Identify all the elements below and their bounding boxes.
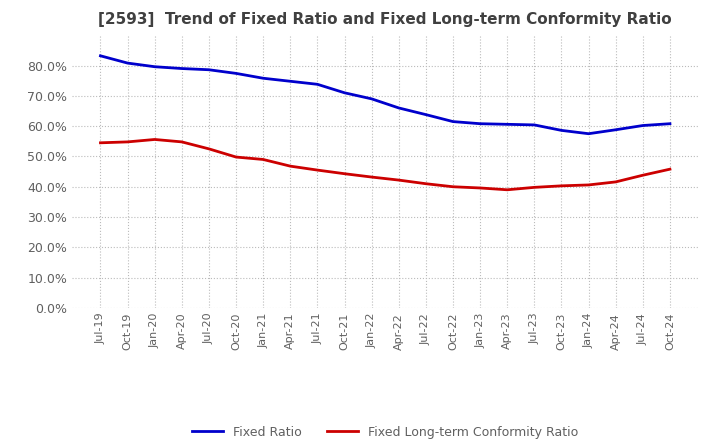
Fixed Ratio	[232, 71, 240, 76]
Fixed Ratio	[313, 82, 322, 87]
Fixed Ratio	[286, 79, 294, 84]
Fixed Long-term Conformity Ratio	[286, 164, 294, 169]
Fixed Ratio	[395, 105, 403, 110]
Fixed Ratio	[557, 128, 566, 133]
Fixed Long-term Conformity Ratio	[557, 183, 566, 188]
Fixed Ratio	[367, 96, 376, 102]
Fixed Ratio	[530, 122, 539, 128]
Fixed Ratio	[96, 53, 105, 59]
Fixed Long-term Conformity Ratio	[96, 140, 105, 146]
Fixed Long-term Conformity Ratio	[421, 181, 430, 187]
Fixed Ratio	[639, 123, 647, 128]
Fixed Long-term Conformity Ratio	[232, 154, 240, 160]
Fixed Long-term Conformity Ratio	[530, 185, 539, 190]
Fixed Long-term Conformity Ratio	[204, 146, 213, 151]
Fixed Long-term Conformity Ratio	[341, 171, 349, 176]
Fixed Long-term Conformity Ratio	[395, 177, 403, 183]
Fixed Ratio	[341, 90, 349, 95]
Fixed Long-term Conformity Ratio	[584, 182, 593, 187]
Fixed Ratio	[178, 66, 186, 71]
Fixed Long-term Conformity Ratio	[259, 157, 268, 162]
Legend: Fixed Ratio, Fixed Long-term Conformity Ratio: Fixed Ratio, Fixed Long-term Conformity …	[187, 421, 583, 440]
Fixed Ratio	[584, 131, 593, 136]
Fixed Long-term Conformity Ratio	[150, 137, 159, 142]
Fixed Long-term Conformity Ratio	[665, 166, 674, 172]
Title: [2593]  Trend of Fixed Ratio and Fixed Long-term Conformity Ratio: [2593] Trend of Fixed Ratio and Fixed Lo…	[99, 12, 672, 27]
Fixed Long-term Conformity Ratio	[313, 168, 322, 173]
Fixed Long-term Conformity Ratio	[178, 139, 186, 144]
Fixed Ratio	[204, 67, 213, 73]
Fixed Ratio	[503, 122, 511, 127]
Fixed Ratio	[449, 119, 457, 124]
Fixed Ratio	[259, 76, 268, 81]
Fixed Ratio	[611, 127, 620, 132]
Fixed Ratio	[123, 60, 132, 66]
Fixed Long-term Conformity Ratio	[639, 172, 647, 178]
Fixed Ratio	[665, 121, 674, 126]
Fixed Ratio	[476, 121, 485, 126]
Fixed Long-term Conformity Ratio	[367, 174, 376, 180]
Line: Fixed Ratio: Fixed Ratio	[101, 56, 670, 134]
Fixed Long-term Conformity Ratio	[476, 185, 485, 191]
Fixed Long-term Conformity Ratio	[611, 179, 620, 184]
Fixed Long-term Conformity Ratio	[503, 187, 511, 192]
Fixed Ratio	[421, 112, 430, 117]
Fixed Long-term Conformity Ratio	[123, 139, 132, 144]
Line: Fixed Long-term Conformity Ratio: Fixed Long-term Conformity Ratio	[101, 139, 670, 190]
Fixed Long-term Conformity Ratio	[449, 184, 457, 189]
Fixed Ratio	[150, 64, 159, 70]
